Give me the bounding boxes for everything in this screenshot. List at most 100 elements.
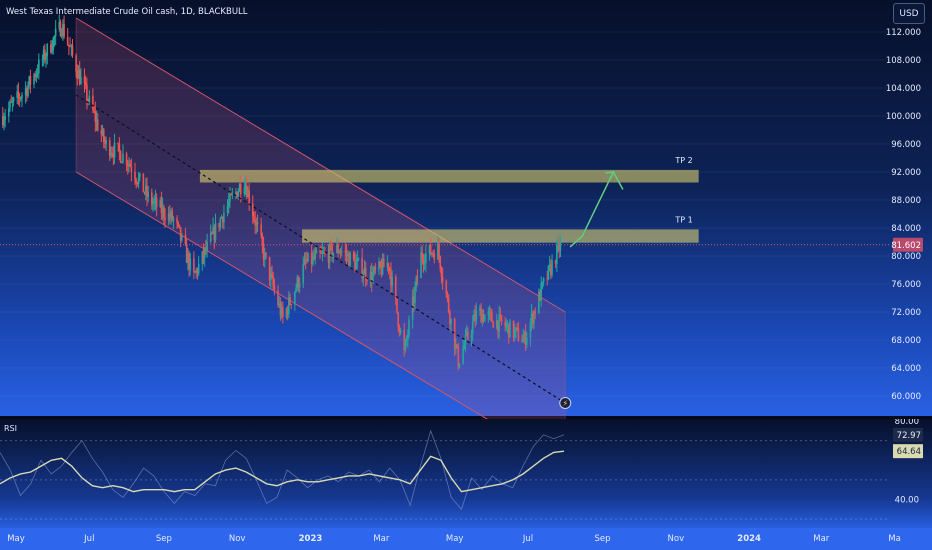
time-axis: May Jul Sep Nov 2023 Mar May Jul Sep Nov 2024 Mar Ma [7, 534, 901, 544]
candle-body [348, 253, 350, 266]
candle-body [554, 260, 557, 264]
candle-body [356, 259, 359, 262]
candle-body [433, 253, 436, 260]
time-tick-label: Sep [156, 534, 172, 544]
price-chart[interactable]: TP 2 TP 1 ⚡ 81.602 112.000 108.000 104.000 10… [0, 0, 932, 419]
rsi-chart[interactable]: 80.00 40.00 72.97 64.64 May Jul Sep Nov 2023 Mar… [0, 419, 932, 550]
candle-body [497, 320, 499, 332]
candle-body [279, 303, 282, 316]
candle-body [220, 216, 223, 219]
candle-body [16, 91, 19, 98]
candle-body [195, 269, 198, 273]
candle-body [361, 257, 363, 278]
rsi-indicator-label[interactable]: RSI [4, 424, 17, 433]
candle-body [159, 200, 162, 208]
candle-body [463, 345, 466, 349]
candle-body [407, 334, 409, 340]
candle-body [238, 184, 241, 192]
candle-body [446, 294, 449, 299]
candle-body [11, 101, 14, 103]
price-tick-label: 60.000 [891, 392, 921, 402]
currency-selector-button[interactable]: USD [893, 3, 925, 24]
candle-body [68, 44, 70, 47]
candle-body [243, 187, 246, 194]
candle-body [272, 276, 275, 286]
candle-body [479, 308, 481, 311]
candle-body [35, 73, 38, 77]
candle-body [120, 162, 123, 164]
candle-body [203, 247, 206, 258]
candle-body [455, 344, 457, 349]
price-tick-label: 80.000 [891, 252, 921, 262]
candle-body [506, 323, 509, 326]
candle-body [94, 111, 97, 122]
candle-body [21, 94, 23, 99]
candle-body [420, 252, 422, 279]
candle-body [374, 267, 377, 270]
candle-body [269, 273, 272, 281]
candle-body [75, 55, 77, 73]
candle-body [118, 144, 121, 152]
candle-body [255, 222, 258, 226]
candle-body [320, 252, 323, 254]
candle-body [538, 291, 540, 314]
candle-body [205, 247, 207, 251]
symbol-title[interactable]: West Texas Intermediate Crude Oil cash, … [6, 7, 248, 17]
candle-body [12, 97, 15, 102]
candle-body [201, 251, 204, 265]
candle-body [380, 266, 383, 275]
candle-body [465, 331, 468, 336]
candle-body [153, 200, 156, 204]
time-tick-label: Mar [373, 534, 390, 544]
price-tick-label: 100.000 [886, 112, 921, 122]
candle-body [38, 59, 40, 74]
candle-body [373, 267, 375, 273]
candle-body [542, 278, 545, 283]
candle-body [229, 193, 231, 203]
time-tick-label: Sep [595, 534, 611, 544]
candle-body [181, 234, 183, 241]
candle-body [285, 308, 288, 318]
candle-body [9, 101, 11, 109]
candle-body [84, 82, 87, 85]
price-axis: 112.000 108.000 104.000 100.000 96.000 92.000… [886, 28, 921, 402]
pane-divider[interactable] [0, 416, 932, 419]
candle-body [110, 153, 112, 156]
candle-body [398, 326, 401, 333]
candle-body [314, 253, 317, 259]
candle-body [92, 95, 94, 110]
candle-body [161, 206, 164, 213]
candle-body [18, 96, 21, 99]
annotation-overlay: ⚡ 81.602 [0, 94, 923, 409]
candle-body [286, 308, 289, 315]
candle-body [339, 252, 342, 254]
candle-body [87, 100, 89, 102]
candle-body [138, 173, 141, 178]
time-tick-label: 2023 [299, 534, 323, 544]
candle-body [397, 312, 399, 327]
candle-body [372, 272, 374, 283]
candle-body [428, 244, 431, 254]
candle-body [100, 130, 103, 135]
candle-body [278, 303, 281, 306]
candle-body [483, 315, 486, 322]
candle-body [340, 251, 343, 253]
time-tick-label: May [7, 534, 25, 544]
candle-body [534, 311, 537, 314]
candle-body [431, 253, 433, 255]
candle-body [172, 218, 175, 221]
candle-body [288, 297, 290, 315]
candle-body [556, 245, 558, 264]
candle-body [83, 76, 86, 83]
candle-body [41, 59, 44, 61]
candle-body [521, 340, 523, 343]
rsi-value-label: 72.97 [897, 431, 921, 441]
candle-body [147, 192, 150, 197]
price-tick-label: 108.000 [886, 56, 921, 66]
candle-body [126, 164, 129, 166]
candle-body [302, 264, 305, 284]
candle-body [128, 163, 130, 165]
candle-body [66, 36, 69, 45]
candle-body [129, 163, 131, 167]
